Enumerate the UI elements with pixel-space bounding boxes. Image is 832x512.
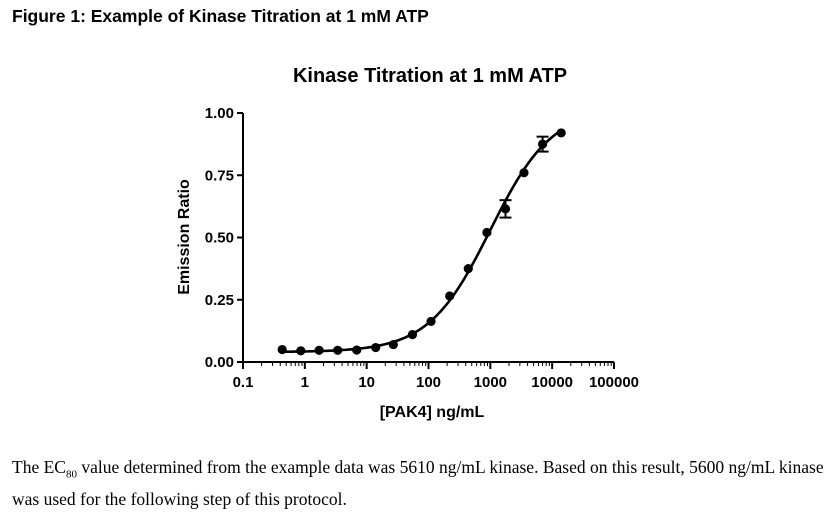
data-point bbox=[445, 291, 455, 301]
plot-area: 0.00 0.25 0.50 0.75 1.00 0.1 1 10 100 1000 10000 10… bbox=[205, 105, 639, 391]
x-tick-label: 0.1 bbox=[233, 374, 254, 391]
x-tick-label: 100000 bbox=[589, 374, 639, 391]
chart-title: Kinase Titration at 1 mM ATP bbox=[293, 65, 567, 87]
data-point bbox=[314, 345, 324, 355]
data-point bbox=[352, 345, 362, 355]
x-tick-label: 100 bbox=[416, 374, 441, 391]
y-tick-label: 0.50 bbox=[205, 230, 234, 247]
data-point bbox=[500, 204, 511, 214]
fit-curve bbox=[282, 129, 562, 354]
x-tick-label: 10000 bbox=[531, 374, 573, 391]
data-point bbox=[537, 139, 548, 149]
y-axis-label: Emission Ratio bbox=[176, 179, 193, 295]
y-tick-label: 0.00 bbox=[205, 354, 234, 371]
caption-text-end: value determined from the example data w… bbox=[12, 457, 824, 509]
data-point bbox=[519, 168, 529, 178]
y-tick-label: 0.75 bbox=[205, 167, 234, 184]
x-tick-label: 1000 bbox=[474, 374, 507, 391]
data-point bbox=[333, 345, 343, 355]
data-point bbox=[388, 339, 398, 350]
data-point bbox=[407, 330, 418, 340]
y-tick-label: 0.25 bbox=[205, 292, 234, 309]
data-point bbox=[556, 128, 566, 138]
x-tick-label: 1 bbox=[301, 374, 309, 391]
data-point bbox=[277, 344, 287, 355]
data-point bbox=[296, 346, 306, 356]
caption: The EC80 value determined from the examp… bbox=[12, 455, 827, 511]
caption-text-start: The EC bbox=[12, 457, 66, 477]
x-tick-label: 10 bbox=[358, 374, 375, 391]
kinase-titration-chart: Kinase Titration at 1 mM ATP 0.00 0.25 0.5… bbox=[176, 65, 639, 421]
caption-subscript: 80 bbox=[65, 468, 77, 481]
data-point bbox=[463, 264, 473, 274]
y-tick-label: 1.00 bbox=[205, 105, 234, 122]
data-point bbox=[482, 227, 492, 238]
data-point bbox=[371, 342, 381, 353]
data-point bbox=[426, 316, 436, 327]
figure-title: Figure 1: Example of Kinase Titration at… bbox=[12, 6, 429, 26]
x-axis-label: [PAK4] ng/mL bbox=[380, 404, 485, 421]
